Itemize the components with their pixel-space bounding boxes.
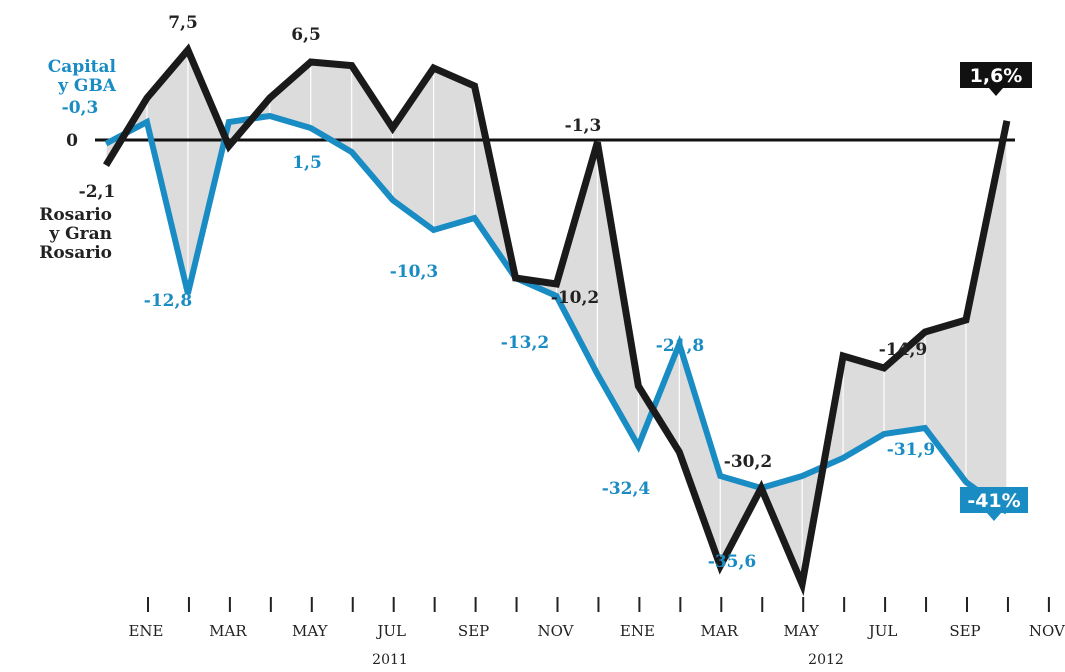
data-label-capital-gba: -31,9 <box>887 440 935 460</box>
shaded-segment <box>310 62 352 152</box>
shaded-segment <box>146 50 188 294</box>
x-tick-label: ENE <box>128 622 163 640</box>
x-tick-label: MAY <box>292 622 329 640</box>
vertical-gridlines <box>105 50 1008 584</box>
shaded-segment <box>433 68 475 230</box>
shaded-segment <box>679 344 721 566</box>
x-tick-label: MAR <box>701 622 739 640</box>
series-name-rosario: Rosario <box>39 205 112 225</box>
x-axis: ENE MAR MAY JUL SEP NOV ENE MAR MAY JUL SEP NOV 2011… <box>128 597 1065 668</box>
series-name-capital-gba: y GBA <box>57 76 117 96</box>
shaded-segment <box>392 68 434 230</box>
x-tick-label: ENE <box>620 622 655 640</box>
shaded-segment <box>556 142 598 374</box>
data-label-capital-gba: -12,8 <box>144 291 192 311</box>
data-label-capital-gba: -13,2 <box>501 333 549 353</box>
data-label-rosario: 7,5 <box>168 13 198 33</box>
x-tick-label: NOV <box>1029 622 1065 640</box>
shaded-segment <box>843 356 885 458</box>
x-tick-label: JUL <box>375 622 406 640</box>
data-label-capital-gba: -32,4 <box>602 479 651 499</box>
shaded-segment <box>884 332 925 434</box>
data-label-capital-gba: -35,6 <box>708 552 756 572</box>
x-tick-label: MAR <box>209 622 247 640</box>
end-badge-rosario: 1,6% <box>960 62 1032 96</box>
series-name-capital-gba: Capital <box>48 57 117 77</box>
x-year-label: 2012 <box>808 652 844 668</box>
start-label-rosario: -2,1 <box>79 182 116 202</box>
series-name-rosario: y Gran <box>48 224 112 244</box>
series-lines <box>103 43 1011 597</box>
end-badge-rosario-text: 1,6% <box>970 65 1023 87</box>
data-label-rosario: -1,3 <box>565 116 602 136</box>
shaded-segment <box>351 65 393 200</box>
start-label-capital-gba: -0,3 <box>62 98 99 118</box>
data-label-rosario: -10,2 <box>551 288 599 308</box>
series-line-rosario <box>103 43 1011 597</box>
x-tick-label: NOV <box>538 622 575 640</box>
end-badge-capital-gba-text: -41% <box>967 490 1020 512</box>
data-label-capital-gba: -21,8 <box>656 336 704 356</box>
x-tick-label: SEP <box>458 622 489 640</box>
data-label-rosario: 6,5 <box>291 25 321 45</box>
shaded-segment <box>965 120 1007 513</box>
data-label-rosario: -14,9 <box>879 340 927 360</box>
data-label-capital-gba: -10,3 <box>390 262 438 282</box>
series-line-capital-gba <box>104 112 1009 515</box>
end-badge-capital-gba: -41% <box>960 487 1028 521</box>
x-tick-label: MAY <box>783 622 820 640</box>
data-labels: 7,5 6,5 -1,3 -10,2 -30,2 -14,9 -12,8 1,5 -10,3 -1… <box>62 13 1032 572</box>
series-name-rosario: Rosario <box>39 243 112 263</box>
shaded-segment <box>925 320 966 482</box>
data-label-rosario: -30,2 <box>724 452 772 472</box>
shaded-segment <box>187 50 229 294</box>
x-year-label: 2011 <box>372 652 408 668</box>
x-tick-label: SEP <box>949 622 980 640</box>
shaded-segment <box>269 62 311 128</box>
data-label-capital-gba: 1,5 <box>292 153 322 173</box>
zero-axis-label: 0 <box>66 131 78 151</box>
x-tick-label: JUL <box>867 622 898 640</box>
